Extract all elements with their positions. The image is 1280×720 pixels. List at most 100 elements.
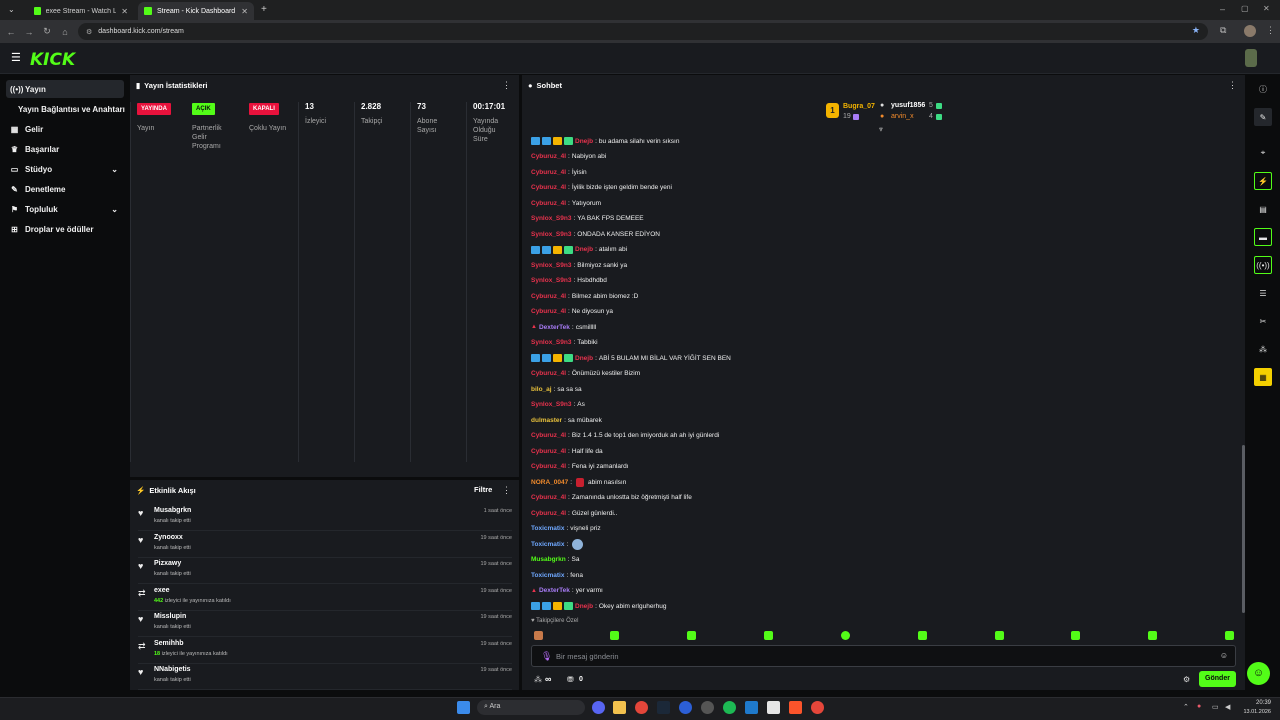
chat-username[interactable]: Synlox_S9n3 bbox=[531, 401, 572, 408]
chat-username[interactable]: Cyburuz_4l bbox=[531, 370, 567, 377]
minimize-icon[interactable]: – bbox=[1220, 4, 1226, 14]
chat-username[interactable]: Cyburuz_4l bbox=[531, 199, 567, 207]
browser-tab-2[interactable]: Stream - Kick Dashboard ✕ bbox=[138, 2, 254, 20]
app-icon[interactable] bbox=[701, 701, 714, 714]
steam-icon[interactable] bbox=[657, 701, 670, 714]
event-item[interactable]: ♥ Misslupin kanalı takip etti 19 saat önce bbox=[138, 611, 512, 637]
tab-close-icon[interactable]: ✕ bbox=[121, 6, 128, 16]
close-window-icon[interactable]: ✕ bbox=[1263, 4, 1270, 13]
chat-username[interactable]: Musabgrkn bbox=[531, 556, 566, 563]
event-user[interactable]: Musabgrkn bbox=[154, 507, 192, 514]
emote-icon[interactable] bbox=[1225, 631, 1234, 640]
chat-username[interactable]: Cyburuz_4l bbox=[531, 153, 567, 160]
leader-name[interactable]: arvin_x bbox=[891, 113, 914, 120]
emote-icon[interactable] bbox=[687, 631, 696, 640]
emote-icon[interactable] bbox=[610, 631, 619, 640]
chat-username[interactable]: Cyburuz_4l bbox=[531, 463, 567, 470]
chat-username[interactable]: Toxicmatix bbox=[531, 525, 565, 532]
share-icon[interactable]: ⁂ bbox=[1259, 344, 1267, 354]
emote-icon[interactable] bbox=[534, 631, 543, 640]
maximize-icon[interactable]: ▢ bbox=[1241, 4, 1249, 13]
mic-icon[interactable]: ● bbox=[1197, 703, 1202, 710]
windows-start-icon[interactable] bbox=[457, 701, 470, 714]
clapper-icon[interactable]: ▦ bbox=[1254, 368, 1272, 386]
sidebar-item-stream-key[interactable]: Yayın Bağlantısı ve Anahtarı bbox=[14, 100, 132, 118]
sidebar-item-studyo[interactable]: ▭ Stüdyo ⌄ bbox=[6, 160, 124, 178]
chrome-icon[interactable] bbox=[811, 701, 824, 714]
event-item[interactable]: ⇄ Semihhb 18 izleyici ile yayınınıza katıl… bbox=[138, 638, 512, 664]
sidebar-item-yayin[interactable]: ((•)) Yayın bbox=[6, 80, 124, 98]
chat-input[interactable]: 🎙 Bir mesaj gönderin ☺ bbox=[531, 645, 1236, 667]
chat-username[interactable]: bilo_aj bbox=[531, 385, 552, 393]
emote-icon[interactable] bbox=[1148, 631, 1157, 640]
chat-scrollbar[interactable] bbox=[1242, 445, 1245, 613]
lightning-icon[interactable]: ⚡ bbox=[1254, 172, 1272, 190]
chat-username[interactable]: Cyburuz_4l bbox=[531, 292, 567, 300]
user-avatar[interactable] bbox=[1245, 49, 1257, 67]
spotify-icon[interactable] bbox=[723, 701, 736, 714]
kick-logo[interactable]: KICK bbox=[30, 50, 76, 70]
channel-points-icon[interactable]: ⁂ bbox=[534, 675, 542, 684]
sidebar-item-droplar[interactable]: ⊞ Droplar ve ödüller bbox=[6, 220, 124, 238]
volume-icon[interactable]: ◀ bbox=[1225, 704, 1231, 711]
emote-icon[interactable] bbox=[1071, 631, 1080, 640]
chat-username[interactable]: Cyburuz_4l bbox=[531, 308, 567, 315]
support-chat-icon[interactable]: ☺ bbox=[1247, 662, 1270, 685]
event-item[interactable]: ♥ NNabigetis kanalı takip etti 19 saat önce bbox=[138, 664, 512, 690]
chat-username[interactable]: Cyburuz_4l bbox=[531, 184, 567, 191]
sidebar-item-gelir[interactable]: ▦ Gelir bbox=[6, 120, 124, 138]
broadcast-icon[interactable]: ((•)) bbox=[1254, 256, 1272, 274]
wrench-icon[interactable]: ✂ bbox=[1259, 316, 1267, 326]
tab-list-icon[interactable]: ⌄ bbox=[8, 5, 15, 14]
chrome-icon[interactable] bbox=[635, 701, 648, 714]
chat-settings-icon[interactable]: ⚙ bbox=[1183, 675, 1191, 684]
send-button[interactable]: Gönder bbox=[1199, 671, 1236, 687]
chat-username[interactable]: Cyburuz_4l bbox=[531, 509, 567, 517]
emote-icon[interactable] bbox=[995, 631, 1004, 640]
home-icon[interactable]: ⌂ bbox=[62, 26, 68, 37]
back-icon[interactable]: ← bbox=[6, 26, 16, 37]
browser-menu-icon[interactable]: ⋮ bbox=[1266, 25, 1275, 35]
info-icon[interactable]: ⓘ bbox=[1259, 84, 1267, 94]
reload-icon[interactable]: ↻ bbox=[43, 26, 51, 36]
document-icon[interactable]: ▤ bbox=[1259, 204, 1267, 214]
event-item[interactable]: ⇄ exee 442 izleyici ile yayınınıza katıldı… bbox=[138, 585, 512, 611]
sidebar-item-basarilar[interactable]: ♛ Başarılar bbox=[6, 140, 124, 158]
event-item[interactable]: ♥ Musabgrkn kanalı takip etti 1 saat önce bbox=[138, 505, 512, 531]
taskbar-search[interactable]: ⌕ Ara bbox=[477, 700, 585, 715]
chat-icon[interactable]: ▬ bbox=[1254, 228, 1272, 246]
url-bar[interactable]: ⚙ dashboard.kick.com/stream ★ bbox=[78, 23, 1208, 40]
site-info-icon[interactable]: ⚙ bbox=[86, 28, 93, 36]
profile-avatar[interactable] bbox=[1244, 25, 1256, 37]
emoji-icon[interactable]: ☺ bbox=[1219, 651, 1228, 660]
more-options-icon[interactable]: ⋮ bbox=[502, 80, 511, 90]
network-icon[interactable]: ▭ bbox=[1212, 704, 1219, 711]
extensions-icon[interactable]: ⧉ bbox=[1220, 25, 1227, 35]
edit-icon[interactable]: ✎ bbox=[1254, 108, 1272, 126]
brave-icon[interactable] bbox=[789, 701, 802, 714]
filter-button[interactable]: Filtre bbox=[474, 485, 493, 494]
sidebar-item-denetleme[interactable]: ✎ Denetleme bbox=[6, 180, 124, 198]
chat-username[interactable]: Synlox_S9n3 bbox=[531, 215, 572, 222]
event-item[interactable]: ♥ Zynooxx kanalı takip etti 19 saat önce bbox=[138, 532, 512, 558]
event-user[interactable]: Pizxawy bbox=[154, 560, 182, 567]
chevron-down-icon[interactable]: ⩔ bbox=[879, 126, 883, 133]
chat-username[interactable]: Toxicmatix bbox=[531, 571, 565, 579]
event-user[interactable]: Misslupin bbox=[154, 613, 187, 620]
event-user[interactable]: NNabigetis bbox=[154, 666, 191, 673]
browser-tab-1[interactable]: exee Stream - Watch Live on Kic ✕ bbox=[28, 2, 134, 20]
chat-username[interactable]: Toxicmatix bbox=[531, 540, 565, 548]
emote-icon[interactable] bbox=[918, 631, 927, 640]
tray-chevron-icon[interactable]: ⌃ bbox=[1183, 704, 1189, 711]
target-icon[interactable]: ⌖ bbox=[1260, 148, 1266, 157]
vscode-icon[interactable] bbox=[745, 701, 758, 714]
more-options-icon[interactable]: ⋮ bbox=[502, 485, 511, 495]
event-user[interactable]: exee bbox=[154, 586, 170, 594]
chat-username[interactable]: DexterTek bbox=[538, 587, 570, 594]
chat-username[interactable]: Synlox_S9n3 bbox=[531, 261, 572, 269]
gift-box-icon[interactable]: ⛃ bbox=[567, 675, 574, 684]
chat-username[interactable]: Synlox_S9n3 bbox=[531, 277, 572, 284]
chat-username[interactable]: Dnejb bbox=[575, 246, 594, 253]
layers-icon[interactable]: ☰ bbox=[1259, 288, 1267, 298]
event-user[interactable]: Zynooxx bbox=[154, 533, 183, 541]
